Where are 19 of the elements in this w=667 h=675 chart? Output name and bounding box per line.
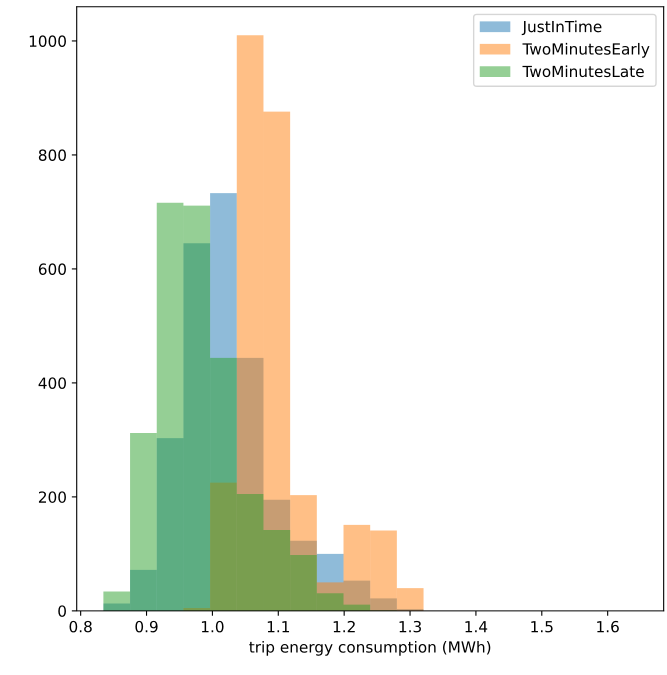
y-tick-label: 200 (38, 491, 66, 503)
x-tick-label: 1.2 (334, 620, 355, 632)
x-axis-title: trip energy consumption (MWh) (249, 640, 490, 656)
x-tick-label: 1.1 (268, 621, 290, 632)
y-tick-label: 1000 (30, 35, 66, 47)
y-tick-label: 0 (58, 605, 66, 617)
x-tick-label: 1.5 (531, 621, 553, 632)
x-tick-label: 0.9 (135, 620, 158, 632)
y-tick-label: 600 (38, 263, 66, 275)
x-tick-label: 0.8 (70, 620, 92, 632)
y-tick-label: 400 (38, 377, 66, 389)
y-tick-label: 800 (38, 149, 66, 161)
x-tick-label: 1.0 (202, 620, 224, 632)
x-tick-label: 1.4 (465, 621, 488, 632)
x-tick-label: 1.3 (400, 620, 421, 632)
legend-label: JustInTime (522, 20, 602, 36)
legend-label: TwoMinutesLate (522, 65, 644, 78)
x-tick-label: 1.6 (597, 620, 619, 632)
legend-label: TwoMinutesEarly (522, 42, 650, 58)
